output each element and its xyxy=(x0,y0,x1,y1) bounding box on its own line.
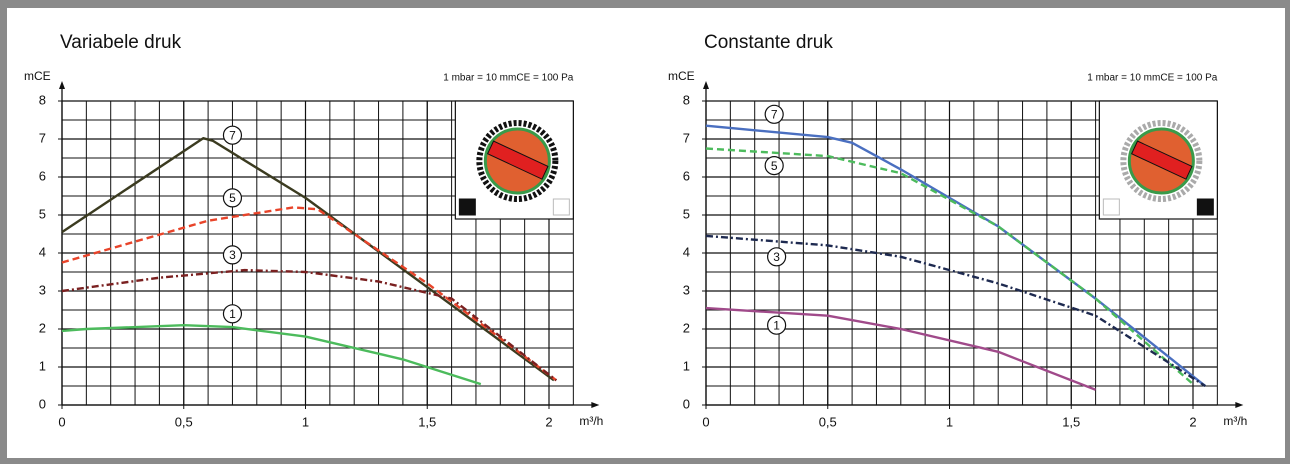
y-arrow xyxy=(59,81,65,89)
x-axis-label: m³/h xyxy=(1223,414,1247,428)
y-tick-label: 5 xyxy=(39,206,46,221)
mode-icon xyxy=(1102,198,1120,216)
mode-icon xyxy=(552,198,570,216)
dial-knob xyxy=(486,140,549,180)
x-axis-label: m³/h xyxy=(579,414,603,428)
series-line xyxy=(61,324,482,386)
series-line xyxy=(705,306,1097,391)
y-tick-label: 6 xyxy=(683,168,690,183)
panel xyxy=(7,8,1285,458)
series-line xyxy=(61,137,555,382)
series-line xyxy=(61,268,558,382)
series-label: 1 xyxy=(229,307,236,321)
dial-ring xyxy=(1120,120,1203,202)
x-tick-label: 0,5 xyxy=(175,414,193,429)
y-axis-label: mCE xyxy=(668,69,695,83)
series-label-circle xyxy=(222,125,243,145)
mode-icon xyxy=(1196,198,1214,216)
x-arrow xyxy=(591,402,600,408)
series-line xyxy=(705,147,1194,386)
y-tick-label: 5 xyxy=(683,206,690,221)
dial-ring xyxy=(476,120,559,202)
y-arrow xyxy=(703,81,709,89)
x-arrow xyxy=(1235,402,1244,408)
series-label-circle xyxy=(767,247,787,267)
x-tick-label: 1 xyxy=(302,414,309,429)
dial-knob xyxy=(1130,140,1193,180)
series-label: 5 xyxy=(229,191,236,205)
y-tick-label: 0 xyxy=(683,396,690,411)
series-label: 5 xyxy=(771,159,778,173)
chart-title: Variabele druk xyxy=(60,32,182,53)
y-tick-label: 7 xyxy=(39,130,46,145)
chart-title: Constante druk xyxy=(704,32,833,53)
y-tick-label: 7 xyxy=(683,130,690,145)
x-tick-label: 2 xyxy=(545,414,552,429)
y-tick-label: 1 xyxy=(39,358,46,373)
mode-icon xyxy=(458,198,476,216)
series-line xyxy=(705,234,1206,388)
series-label-circle xyxy=(764,156,784,176)
series-label: 1 xyxy=(773,318,780,332)
series-label: 3 xyxy=(229,248,236,262)
y-tick-label: 6 xyxy=(39,168,46,183)
series-label: 7 xyxy=(771,107,778,121)
x-tick-label: 0 xyxy=(702,414,709,429)
y-tick-label: 4 xyxy=(39,244,46,259)
y-tick-label: 8 xyxy=(683,92,690,107)
series-label-circle xyxy=(767,315,787,335)
y-tick-label: 2 xyxy=(39,320,46,335)
series-label-circle xyxy=(222,188,243,208)
x-tick-label: 1,5 xyxy=(418,414,436,429)
y-axis-label: mCE xyxy=(24,69,51,83)
series-label-circle xyxy=(222,304,243,324)
y-tick-label: 3 xyxy=(683,282,690,297)
series-label: 7 xyxy=(229,128,236,142)
unit-note: 1 mbar = 10 mmCE = 100 Pa xyxy=(1087,73,1218,84)
series-label-circle xyxy=(222,245,243,265)
x-tick-label: 0,5 xyxy=(819,414,837,429)
x-tick-label: 2 xyxy=(1189,414,1196,429)
y-tick-label: 8 xyxy=(39,92,46,107)
y-tick-label: 3 xyxy=(39,282,46,297)
series-label-circle xyxy=(764,104,784,124)
y-tick-label: 4 xyxy=(683,244,690,259)
x-tick-label: 1,5 xyxy=(1062,414,1080,429)
y-tick-label: 1 xyxy=(683,358,690,373)
y-tick-label: 0 xyxy=(39,396,46,411)
y-tick-label: 2 xyxy=(683,320,690,335)
x-tick-label: 0 xyxy=(58,414,65,429)
x-tick-label: 1 xyxy=(946,414,953,429)
series-label: 3 xyxy=(773,250,780,264)
unit-note: 1 mbar = 10 mmCE = 100 Pa xyxy=(443,73,574,84)
